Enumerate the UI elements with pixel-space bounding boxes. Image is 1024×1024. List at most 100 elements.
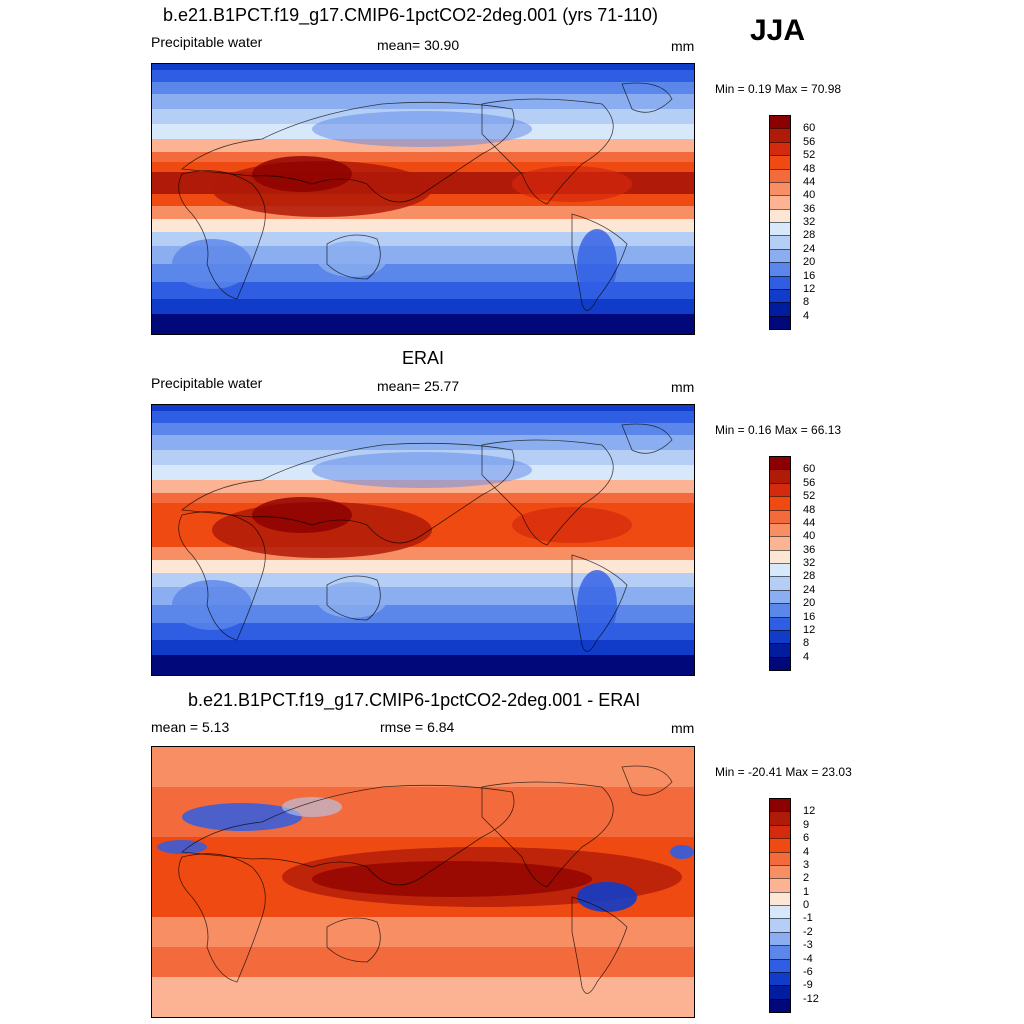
colorbar-tick	[769, 262, 791, 264]
colorbar-label: 28	[803, 229, 816, 242]
colorbar-swatch	[769, 945, 791, 959]
colorbar-label: 52	[803, 490, 816, 503]
colorbar-tick	[769, 208, 791, 210]
colorbar-swatch	[769, 824, 791, 839]
colorbar-tick	[769, 563, 791, 564]
season-label: JJA	[750, 14, 806, 47]
colorbar-swatch	[769, 536, 791, 551]
panel-3-map	[151, 746, 695, 1018]
colorbar-label: 60	[803, 463, 816, 476]
colorbar-swatch	[769, 798, 791, 812]
colorbar-swatch	[769, 918, 791, 933]
colorbar-tick	[769, 275, 791, 277]
colorbar-swatch	[769, 603, 791, 617]
colorbar-tick	[769, 288, 791, 290]
colorbar-tick	[769, 469, 791, 471]
colorbar-tick	[769, 603, 791, 605]
colorbar-tick	[769, 168, 791, 170]
colorbar-swatch	[769, 235, 791, 250]
colorbar-label: 48	[803, 503, 816, 516]
colorbar-tick	[769, 656, 791, 658]
colorbar-label: 16	[803, 269, 816, 282]
colorbar-swatch	[769, 522, 791, 537]
colorbar-label: 4	[803, 309, 810, 322]
colorbar-label: 24	[803, 242, 816, 255]
colorbar-label: 44	[803, 516, 816, 529]
colorbar-label: 12	[803, 805, 816, 818]
colorbar-swatch	[769, 155, 791, 169]
colorbar-label: 2	[803, 872, 810, 885]
colorbar-swatch	[769, 811, 791, 826]
colorbar-label: 6	[803, 832, 810, 845]
colorbar-tick	[769, 971, 791, 973]
colorbar-label: 48	[803, 162, 816, 175]
colorbar-swatch	[769, 931, 791, 946]
colorbar-swatch	[769, 998, 791, 1013]
colorbar-label: 20	[803, 256, 816, 269]
panel-2-colorbar: 60 56 52 48 44 40 36 32 28 24 20 16 12 8 4	[769, 456, 849, 671]
panel-1-map	[151, 63, 695, 335]
colorbar-swatch	[769, 222, 791, 236]
colorbar-swatch	[769, 838, 791, 852]
panel-2-units: mm	[671, 379, 695, 395]
colorbar-label: 44	[803, 175, 816, 188]
panel-1-minmax: Min = 0.19 Max = 70.98	[715, 82, 842, 96]
panel-3-units: mm	[671, 720, 695, 736]
colorbar-swatch	[769, 248, 791, 263]
colorbar-tick	[769, 536, 791, 538]
panel-3-mean-label: mean = 5.13	[151, 719, 230, 735]
colorbar-tick	[769, 824, 791, 826]
colorbar-swatch	[769, 469, 791, 484]
colorbar-tick	[769, 864, 791, 866]
colorbar-swatch	[769, 851, 791, 866]
colorbar-tick	[769, 851, 791, 853]
colorbar-tick	[769, 155, 791, 157]
colorbar-label: 4	[803, 650, 810, 663]
colorbar-swatch	[769, 288, 791, 303]
colorbar-swatch	[769, 141, 791, 156]
colorbar-tick	[769, 958, 791, 960]
colorbar-tick	[769, 643, 791, 645]
colorbar-swatch	[769, 643, 791, 658]
colorbar-tick	[769, 235, 791, 237]
colorbar-label: 56	[803, 135, 816, 148]
colorbar-tick	[769, 891, 791, 893]
colorbar-swatch	[769, 891, 791, 906]
colorbar-label: -1	[803, 912, 813, 925]
colorbar-label: 12	[803, 623, 816, 636]
colorbar-swatch	[769, 195, 791, 210]
colorbar-label: -6	[803, 965, 813, 978]
colorbar-tick	[769, 509, 791, 511]
colorbar-swatch	[769, 496, 791, 510]
colorbar-label: 32	[803, 557, 816, 569]
panel-2-mean-label: mean= 25.77	[377, 378, 460, 394]
panel-2-minmax: Min = 0.16 Max = 66.13	[715, 423, 842, 437]
panel-1-mean-label: mean= 30.90	[377, 37, 460, 53]
panel-2-variable-label: Precipitable water	[151, 375, 263, 391]
colorbar-label: 40	[803, 189, 816, 202]
panel-3-rmse-label: rmse = 6.84	[380, 719, 455, 735]
colorbar-label: -12	[803, 992, 819, 1005]
colorbar-label: 20	[803, 597, 816, 610]
colorbar-swatch	[769, 275, 791, 290]
colorbar-swatch	[769, 589, 791, 604]
colorbar-swatch	[769, 181, 791, 196]
colorbar-label: 56	[803, 476, 816, 489]
panel-2-title: ERAI	[402, 348, 445, 368]
colorbar-tick	[769, 482, 791, 484]
panel-1-units: mm	[671, 38, 695, 54]
colorbar-tick	[769, 589, 791, 591]
colorbar-tick	[769, 878, 791, 880]
colorbar-label: 52	[803, 149, 816, 162]
colorbar-swatch	[769, 115, 791, 129]
colorbar-tick	[769, 315, 791, 317]
colorbar-label: 3	[803, 858, 810, 871]
colorbar-tick	[769, 905, 791, 906]
colorbar-swatch	[769, 971, 791, 986]
colorbar-label: 28	[803, 570, 816, 583]
colorbar-label: 12	[803, 282, 816, 295]
colorbar-tick	[769, 141, 791, 143]
colorbar-swatch	[769, 985, 791, 1000]
colorbar-tick	[769, 195, 791, 197]
colorbar-swatch	[769, 509, 791, 524]
